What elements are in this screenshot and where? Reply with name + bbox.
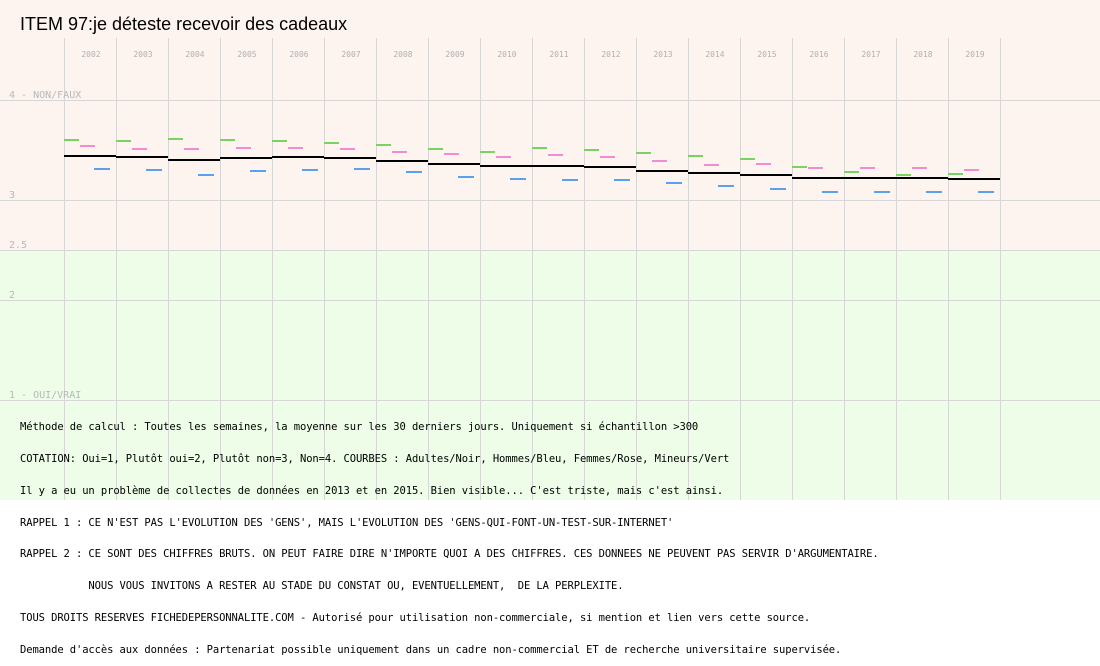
note-line: Méthode de calcul : Toutes les semaines,… xyxy=(20,421,699,434)
x-tick-label: 2017 xyxy=(861,50,880,59)
note-line: Demande d'accès aux données : Partenaria… xyxy=(20,643,842,656)
note-line: TOUS DROITS RESERVES FICHEDEPERSONNALITE… xyxy=(20,611,811,624)
x-axis-labels: 2002 2003 2004 2005 2006 2007 2008 2009 2010 2011… xyxy=(81,50,984,59)
upper-band xyxy=(0,0,1100,250)
background-bands xyxy=(0,0,1100,500)
note-line: Il y a eu un problème de collectes de do… xyxy=(20,484,724,497)
grid xyxy=(0,38,1100,500)
x-tick-label: 2013 xyxy=(653,50,672,59)
x-tick-label: 2008 xyxy=(393,50,412,59)
x-tick-label: 2010 xyxy=(497,50,516,59)
x-tick-label: 2002 xyxy=(81,50,100,59)
lower-band xyxy=(0,250,1100,500)
x-tick-label: 2014 xyxy=(705,50,724,59)
note-line: COTATION: Oui=1, Plutôt oui=2, Plutôt no… xyxy=(20,452,730,465)
x-tick-label: 2012 xyxy=(601,50,620,59)
x-tick-label: 2007 xyxy=(341,50,360,59)
x-tick-label: 2019 xyxy=(965,50,984,59)
x-tick-label: 2006 xyxy=(289,50,308,59)
y-tick-label: 2 xyxy=(9,290,15,301)
y-tick-label: 3 xyxy=(9,190,15,201)
x-tick-label: 2018 xyxy=(913,50,932,59)
y-tick-label: 1 - OUI/VRAI xyxy=(9,390,81,401)
footnotes: Méthode de calcul : Toutes les semaines,… xyxy=(20,401,1095,666)
x-tick-label: 2003 xyxy=(133,50,152,59)
x-tick-label: 2009 xyxy=(445,50,464,59)
x-tick-label: 2015 xyxy=(757,50,776,59)
chart-title: ITEM 97:je déteste recevoir des cadeaux xyxy=(20,14,347,34)
y-tick-label: 4 - NON/FAUX xyxy=(9,90,81,101)
y-axis-labels: 4 - NON/FAUX 3 2.5 2 1 - OUI/VRAI xyxy=(9,90,81,401)
note-line: NOUS VOUS INVITONS A RESTER AU STADE DU … xyxy=(20,580,624,593)
x-tick-label: 2016 xyxy=(809,50,828,59)
chart-marks xyxy=(64,138,1000,193)
x-tick-label: 2011 xyxy=(549,50,568,59)
x-tick-label: 2004 xyxy=(185,50,204,59)
note-line: RAPPEL 1 : CE N'EST PAS L'EVOLUTION DES … xyxy=(20,516,674,529)
x-tick-label: 2005 xyxy=(237,50,256,59)
y-tick-label: 2.5 xyxy=(9,240,27,251)
note-line: RAPPEL 2 : CE SONT DES CHIFFRES BRUTS. O… xyxy=(20,548,879,561)
